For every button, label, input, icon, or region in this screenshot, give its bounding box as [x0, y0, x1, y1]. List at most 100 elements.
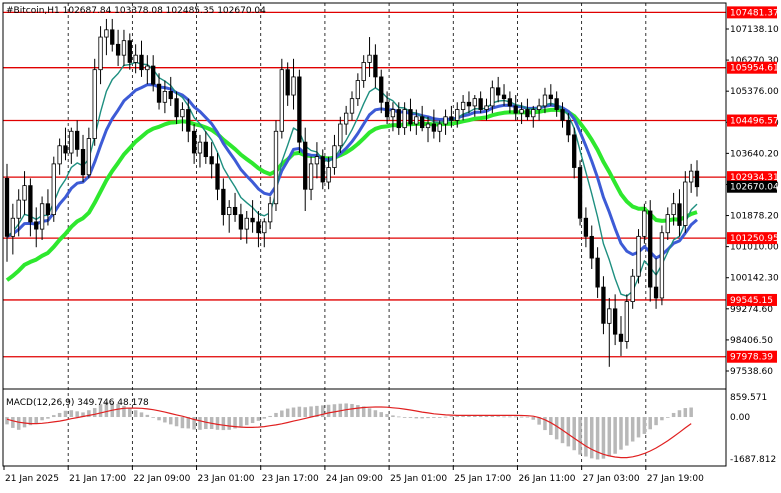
level-price-label: 102934.31: [730, 173, 779, 183]
macd-histogram-bar: [508, 416, 512, 418]
macd-histogram-bar: [671, 412, 676, 418]
candle: [180, 109, 185, 118]
ma-mid-line: [6, 83, 698, 260]
macd-histogram-bar: [660, 417, 664, 421]
candle: [133, 54, 138, 63]
candle: [478, 98, 483, 110]
candle: [174, 98, 179, 118]
macd-histogram-bar: [280, 410, 284, 418]
macd-histogram-bar: [221, 417, 226, 431]
candle: [92, 69, 97, 139]
candle: [572, 134, 577, 168]
macd-histogram-bar: [180, 417, 185, 429]
current-price-label: 102670.04: [730, 183, 779, 193]
macd-histogram-bar: [484, 415, 489, 418]
macd-histogram-bar: [607, 417, 612, 457]
macd-histogram-bar: [437, 417, 442, 418]
macd-histogram-bar: [689, 407, 693, 418]
candle: [536, 105, 542, 110]
macd-histogram-bar: [420, 417, 424, 419]
macd-histogram-bar: [619, 417, 623, 450]
candle: [449, 116, 454, 121]
macd-histogram-bar: [139, 412, 144, 418]
candle: [227, 206, 232, 216]
macd-histogram-bar: [92, 408, 97, 418]
macd-histogram-bar: [186, 417, 191, 429]
macd-histogram-bar: [75, 411, 79, 418]
candle: [612, 308, 618, 335]
macd-histogram-bar: [677, 410, 682, 418]
macd-histogram-bar: [227, 417, 231, 430]
candle: [548, 94, 553, 100]
candle: [273, 130, 279, 205]
price-tick-label: 98406.50: [730, 336, 773, 346]
price-axis: 107138.10106270.30105376.00104508.201036…: [726, 6, 779, 465]
candle: [496, 87, 501, 96]
candle: [466, 101, 472, 107]
candle: [110, 29, 115, 45]
candle: [507, 98, 513, 107]
macd-histogram-bar: [198, 417, 202, 430]
candle: [396, 109, 401, 129]
macd-histogram-bar: [549, 417, 553, 435]
price-tick-label: 101878.20: [730, 212, 779, 222]
level-price-tag: [727, 232, 777, 245]
macd-histogram-bar: [163, 417, 167, 423]
price-tick-label: 99274.60: [730, 305, 773, 315]
macd-histogram-bar: [233, 417, 237, 429]
candle: [303, 141, 308, 190]
time-tick-label: 21 Jan 17:00: [69, 474, 126, 484]
macd-histogram-bar: [274, 412, 278, 418]
current-price-tag: [727, 180, 777, 193]
macd-histogram-bar: [473, 415, 477, 418]
macd-signal-line: [6, 406, 692, 459]
candle: [197, 141, 203, 154]
level-price-label: 97978.39: [730, 353, 773, 363]
candle: [501, 94, 507, 100]
candle: [694, 170, 700, 188]
time-tick-label: 25 Jan 01:00: [390, 474, 447, 484]
macd-histogram-bar: [63, 410, 68, 418]
macd-histogram-bar: [467, 415, 471, 418]
macd-histogram-bar: [648, 417, 652, 430]
candle: [98, 36, 103, 71]
candle: [69, 130, 74, 154]
candle: [244, 217, 249, 230]
macd-histogram-bar: [432, 417, 436, 418]
candle: [455, 109, 460, 121]
candle: [402, 109, 407, 129]
macd-histogram-bar: [361, 406, 366, 418]
macd-histogram-bar: [589, 417, 594, 459]
macd-histogram-bar: [379, 412, 383, 418]
macd-histogram-bar: [250, 417, 255, 424]
macd-histogram-bar: [297, 406, 302, 418]
candle: [291, 76, 296, 96]
level-price-tag: [727, 350, 777, 363]
price-tick-label: 97538.60: [730, 367, 773, 377]
macd-histogram-bar: [601, 417, 606, 459]
candle: [297, 76, 302, 143]
candle: [618, 333, 624, 342]
macd-histogram-bar: [654, 417, 658, 426]
candle: [630, 275, 635, 302]
macd-histogram-bar: [244, 417, 249, 426]
level-price-tag: [727, 6, 777, 19]
macd-histogram-bar: [683, 408, 688, 418]
level-price-tag: [727, 293, 777, 306]
macd-histogram-bar: [133, 410, 138, 418]
candle: [186, 109, 191, 132]
macd-histogram-bar: [391, 415, 395, 418]
candle: [361, 62, 366, 81]
candle: [250, 217, 255, 223]
macd-histogram-bar: [402, 417, 407, 418]
candle: [484, 105, 489, 110]
macd-histogram-bar: [642, 417, 647, 434]
candle: [215, 163, 220, 190]
candle: [472, 98, 477, 107]
macd-histogram-bar: [52, 415, 56, 418]
macd-histogram-bar: [584, 417, 588, 457]
level-price-label: 107481.37: [730, 8, 779, 18]
candle: [75, 130, 80, 150]
candle: [490, 87, 495, 107]
